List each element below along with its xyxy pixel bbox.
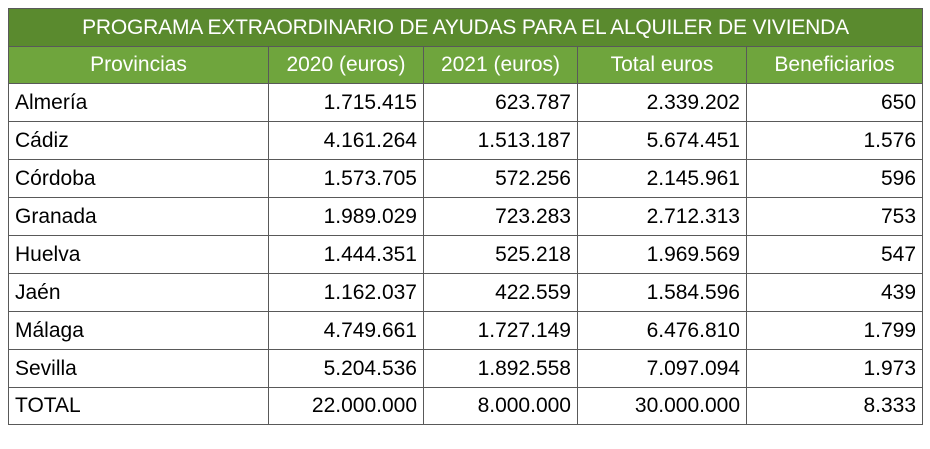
header-total-euros: Total euros bbox=[577, 46, 747, 84]
cell-total: 5.674.451 bbox=[577, 121, 747, 160]
cell-2021: 623.787 bbox=[423, 83, 578, 122]
cell-2021: 1.892.558 bbox=[423, 349, 578, 388]
cell-provincia: Huelva bbox=[8, 235, 269, 274]
cell-2021: 723.283 bbox=[423, 197, 578, 236]
cell-2020: 1.444.351 bbox=[268, 235, 424, 274]
cell-total: 2.339.202 bbox=[577, 83, 747, 122]
cell-2020: 4.161.264 bbox=[268, 121, 424, 160]
cell-total: 7.097.094 bbox=[577, 349, 747, 388]
cell-2020: 1.989.029 bbox=[268, 197, 424, 236]
header-provincias: Provincias bbox=[8, 46, 269, 84]
cell-2020: 1.162.037 bbox=[268, 273, 424, 312]
table-row: Almería 1.715.415 623.787 2.339.202 650 bbox=[8, 83, 924, 122]
cell-provincia: Jaén bbox=[8, 273, 269, 312]
cell-beneficiarios: 1.576 bbox=[745, 121, 924, 160]
cell-beneficiarios: 439 bbox=[745, 273, 924, 312]
table-title: PROGRAMA EXTRAORDINARIO DE AYUDAS PARA E… bbox=[7, 8, 924, 47]
header-2021: 2021 (euros) bbox=[423, 46, 578, 84]
cell-2021: 422.559 bbox=[423, 273, 578, 312]
cell-beneficiarios: 1.973 bbox=[745, 349, 924, 388]
cell-beneficiarios: 1.799 bbox=[745, 311, 924, 350]
header-row: Provincias 2020 (euros) 2021 (euros) Tot… bbox=[8, 46, 924, 84]
cell-total: 6.476.810 bbox=[577, 311, 747, 350]
total-beneficiarios: 8.333 bbox=[745, 387, 924, 425]
total-2021: 8.000.000 bbox=[423, 387, 578, 425]
cell-total: 2.712.313 bbox=[577, 197, 747, 236]
table-row: Córdoba 1.573.705 572.256 2.145.961 596 bbox=[8, 159, 924, 198]
cell-total: 1.584.596 bbox=[577, 273, 747, 312]
table-row: Jaén 1.162.037 422.559 1.584.596 439 bbox=[8, 273, 924, 312]
total-label: TOTAL bbox=[8, 387, 269, 425]
header-beneficiarios: Beneficiarios bbox=[745, 46, 924, 84]
table-row: Granada 1.989.029 723.283 2.712.313 753 bbox=[8, 197, 924, 236]
cell-beneficiarios: 753 bbox=[745, 197, 924, 236]
cell-total: 2.145.961 bbox=[577, 159, 747, 198]
table-row: Huelva 1.444.351 525.218 1.969.569 547 bbox=[8, 235, 924, 274]
table-row: Sevilla 5.204.536 1.892.558 7.097.094 1.… bbox=[8, 349, 924, 388]
cell-provincia: Málaga bbox=[8, 311, 269, 350]
total-row: TOTAL 22.000.000 8.000.000 30.000.000 8.… bbox=[8, 387, 924, 425]
header-2020: 2020 (euros) bbox=[268, 46, 424, 84]
cell-beneficiarios: 596 bbox=[745, 159, 924, 198]
table-row: Cádiz 4.161.264 1.513.187 5.674.451 1.57… bbox=[8, 121, 924, 160]
cell-beneficiarios: 547 bbox=[745, 235, 924, 274]
cell-provincia: Almería bbox=[8, 83, 269, 122]
table-row: Málaga 4.749.661 1.727.149 6.476.810 1.7… bbox=[8, 311, 924, 350]
cell-2021: 1.513.187 bbox=[423, 121, 578, 160]
rent-aid-table: PROGRAMA EXTRAORDINARIO DE AYUDAS PARA E… bbox=[7, 8, 924, 425]
cell-2021: 1.727.149 bbox=[423, 311, 578, 350]
cell-provincia: Cádiz bbox=[8, 121, 269, 160]
cell-2020: 5.204.536 bbox=[268, 349, 424, 388]
total-total: 30.000.000 bbox=[577, 387, 747, 425]
cell-provincia: Córdoba bbox=[8, 159, 269, 198]
cell-total: 1.969.569 bbox=[577, 235, 747, 274]
cell-provincia: Sevilla bbox=[8, 349, 269, 388]
cell-2020: 4.749.661 bbox=[268, 311, 424, 350]
cell-beneficiarios: 650 bbox=[745, 83, 924, 122]
cell-provincia: Granada bbox=[8, 197, 269, 236]
cell-2020: 1.573.705 bbox=[268, 159, 424, 198]
title-row: PROGRAMA EXTRAORDINARIO DE AYUDAS PARA E… bbox=[7, 8, 924, 47]
cell-2021: 572.256 bbox=[423, 159, 578, 198]
cell-2020: 1.715.415 bbox=[268, 83, 424, 122]
total-2020: 22.000.000 bbox=[268, 387, 424, 425]
table-container: PROGRAMA EXTRAORDINARIO DE AYUDAS PARA E… bbox=[7, 8, 924, 425]
cell-2021: 525.218 bbox=[423, 235, 578, 274]
